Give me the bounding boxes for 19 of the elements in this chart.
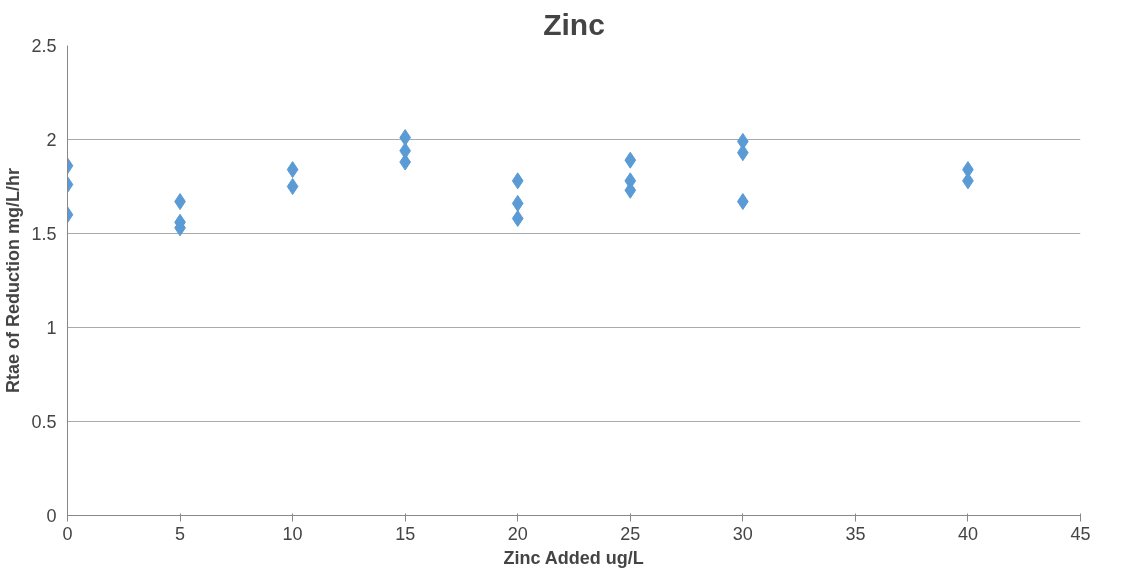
y-tick-label: 0.5 [31, 412, 57, 432]
y-tick-label: 2.5 [31, 36, 57, 56]
y-tick-label: 1.5 [31, 224, 57, 244]
x-tick-label: 25 [620, 523, 641, 544]
y-tick-label: 2 [46, 130, 57, 150]
x-tick-label: 45 [1070, 523, 1091, 544]
y-axis-title: Rtae of Reduction mg/L/hr [3, 168, 24, 393]
y-tick-label: 1 [46, 318, 57, 338]
x-tick-label: 30 [732, 523, 753, 544]
chart-title: Zinc [543, 7, 605, 41]
x-tick-label: 15 [395, 523, 416, 544]
x-tick-label: 10 [282, 523, 303, 544]
y-tick-label: 0 [46, 506, 57, 526]
x-tick-label: 20 [507, 523, 528, 544]
x-tick-label: 40 [957, 523, 978, 544]
x-tick-label: 0 [62, 523, 73, 544]
x-tick-label: 5 [175, 523, 186, 544]
x-axis-title: Zinc Added ug/L [503, 547, 644, 568]
x-tick-label: 35 [845, 523, 866, 544]
